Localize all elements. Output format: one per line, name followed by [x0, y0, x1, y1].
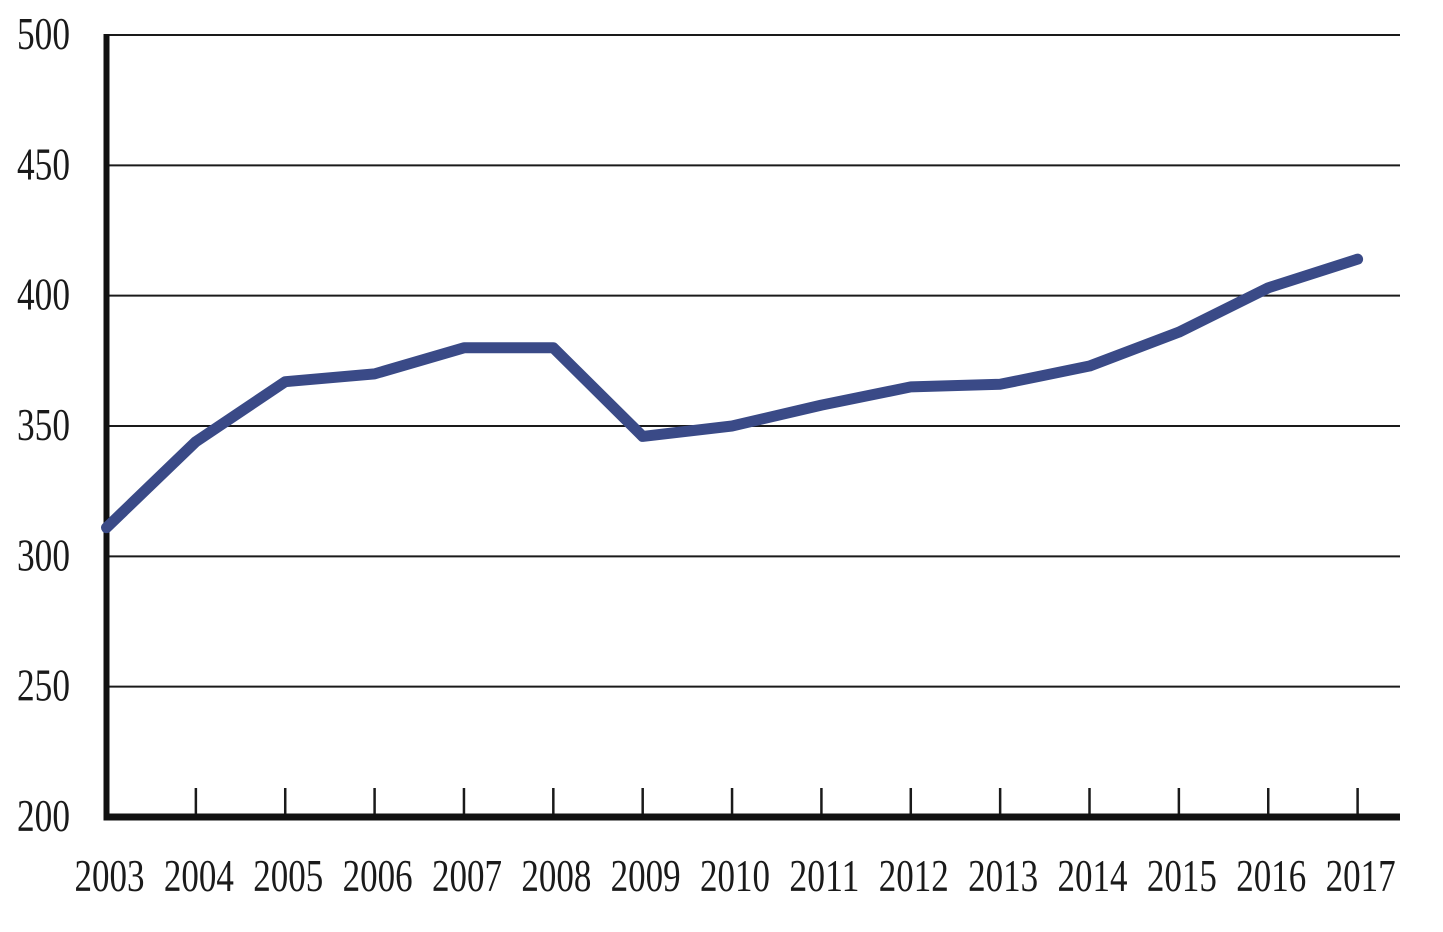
y-axis-tick-label: 350 [17, 400, 70, 450]
x-axis-tick-label: 2005 [253, 851, 323, 901]
x-axis-tick-label: 2007 [432, 851, 502, 901]
x-axis-tick-label: 2006 [343, 851, 413, 901]
x-axis-tick-label: 2013 [968, 851, 1038, 901]
y-axis-tick-label: 300 [17, 530, 70, 580]
y-axis-tick-label: 400 [17, 270, 70, 320]
y-axis-tick-label: 200 [17, 791, 70, 841]
x-axis-tick-label: 2015 [1147, 851, 1217, 901]
x-axis-tick-label: 2016 [1236, 851, 1306, 901]
x-axis-tick-label: 2010 [700, 851, 770, 901]
x-axis-tick-label: 2008 [521, 851, 591, 901]
x-axis-tick-label: 2011 [789, 851, 859, 901]
x-axis-tick-label: 2012 [879, 851, 949, 901]
y-axis-tick-label: 500 [17, 9, 70, 59]
y-axis-tick-label: 250 [17, 661, 70, 711]
x-axis-tick-label: 2009 [611, 851, 681, 901]
x-axis-tick-label: 2017 [1326, 851, 1396, 901]
x-axis-tick-label: 2003 [75, 851, 145, 901]
data-line [101, 253, 1364, 534]
x-axis-tick-label: 2004 [164, 851, 234, 901]
y-axis-tick-label: 450 [17, 139, 70, 189]
x-axis-tick-label: 2014 [1058, 851, 1128, 901]
